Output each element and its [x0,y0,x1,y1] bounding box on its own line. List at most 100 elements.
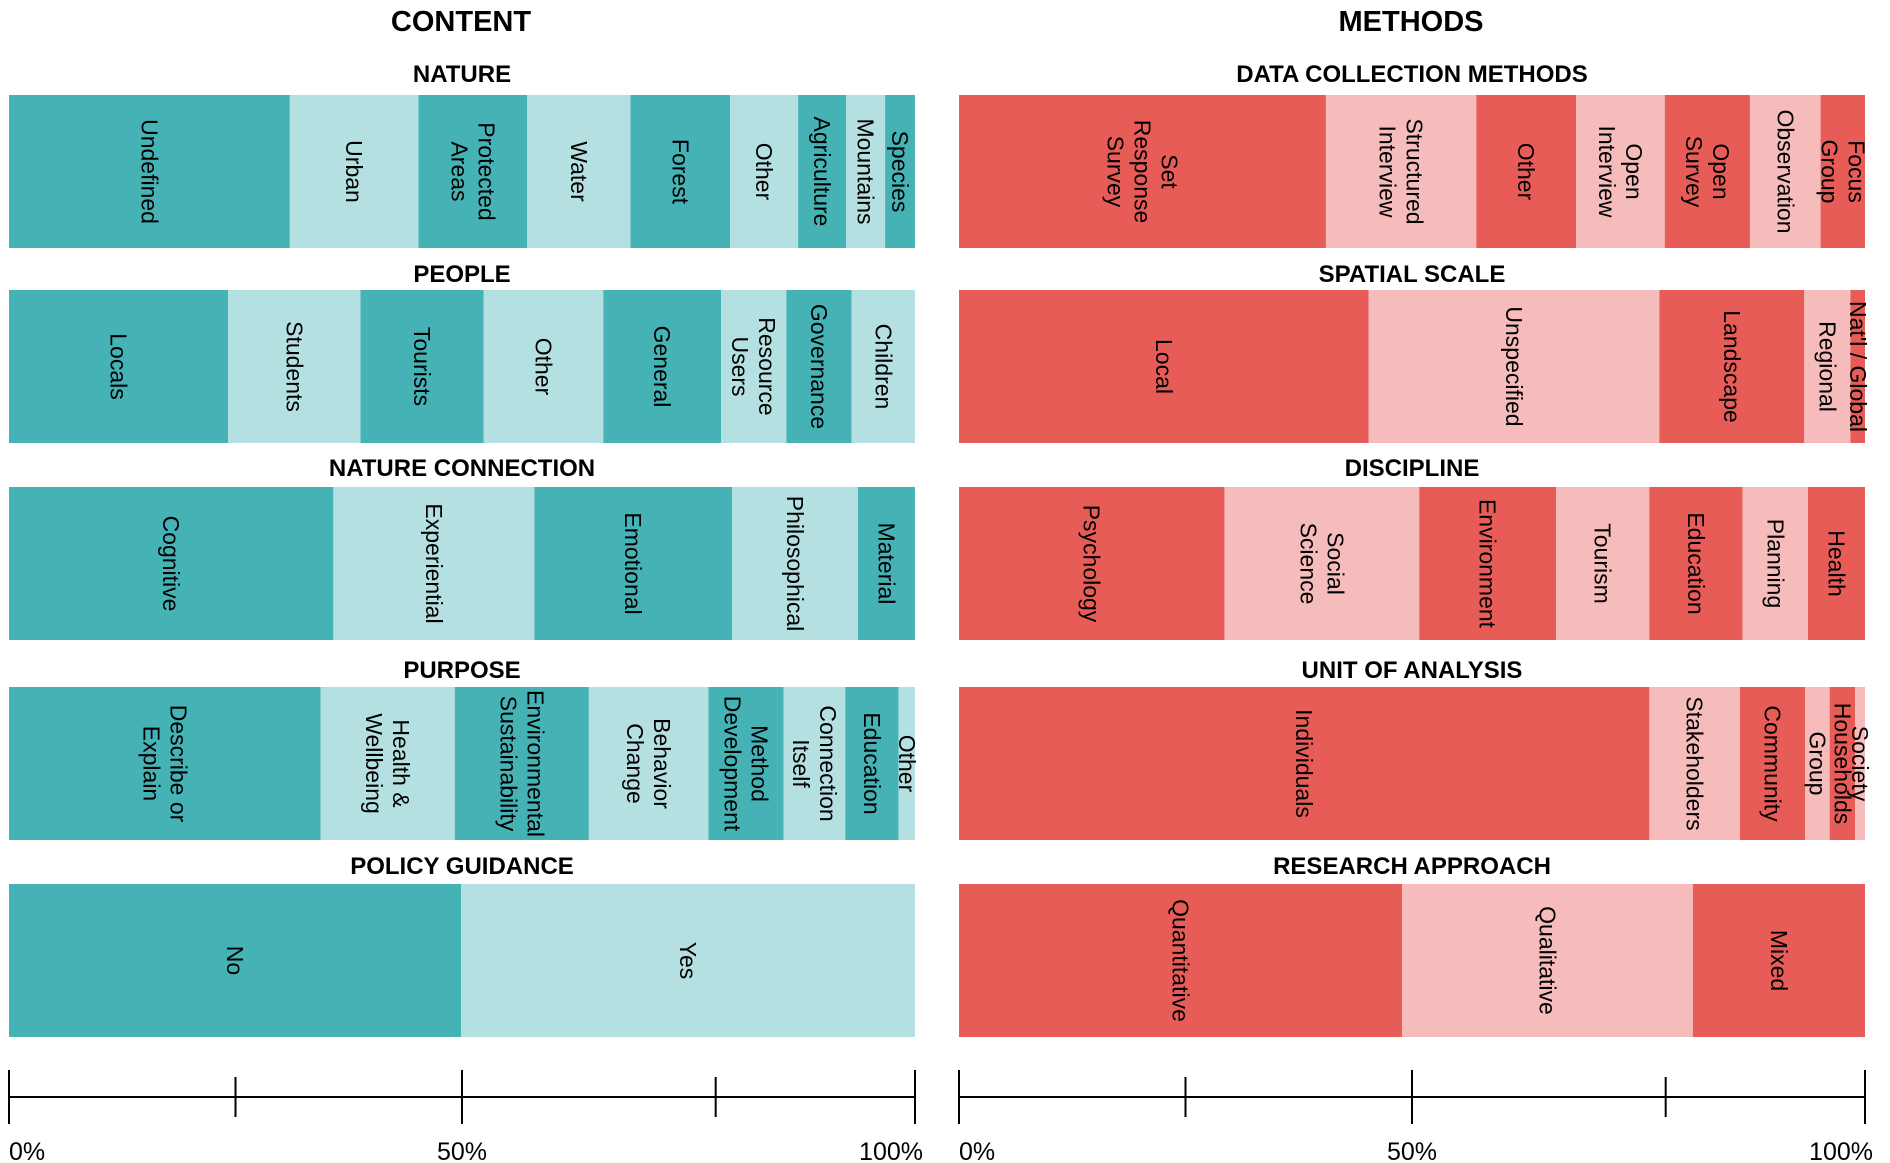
segment-label-planning: Planning [1762,519,1788,609]
bar-segment-undefined [9,95,290,248]
segment-label-community: Community [1760,705,1786,822]
segment-label-general: General [649,326,675,408]
tick-label: 0% [959,1138,995,1163]
segment-label-open-survey: OpenSurvey [1681,136,1734,208]
segment-label-resource-users: ResourceUsers [727,317,780,415]
bar-segment-urban [289,95,419,248]
bar-segment-other [730,95,799,248]
bar-segment-planning [1742,487,1808,640]
bar-segment-households [1829,687,1856,840]
segment-label-health: Health [1823,530,1849,596]
segment-label-children: Children [870,324,896,410]
panel-title: DISCIPLINE [1345,455,1480,482]
segment-label-social-science: SocialScience [1295,523,1348,605]
segment-label-emotional: Emotional [620,512,646,614]
bar-segment-behavior-change [588,687,709,840]
bar-segment-students [228,290,361,443]
bar-segment-environmental-sustainability [454,687,589,840]
segment-label-environmental-sustainability: EnvironmentalSustainability [495,690,548,837]
bar-segment-society [1855,687,1865,840]
segment-label-local: Local [1151,339,1177,394]
tick-label: 50% [437,1138,487,1163]
segment-label-material: Material [873,523,899,605]
bar-segment-environment [1419,487,1557,640]
bar-segment-species [885,95,915,248]
segment-label-species: Species [887,131,913,213]
segment-label-environment: Environment [1475,499,1501,629]
panel-title: UNIT OF ANALYSIS [1302,657,1523,684]
tick-label: 50% [1387,1138,1437,1163]
bar-segment-local [959,290,1369,443]
bar-segment-nat-l-global [1850,290,1865,443]
bar-segment-describe-or-explain [9,687,321,840]
segment-label-mountains: Mountains [853,118,879,224]
bar-segment-children [851,290,915,443]
segment-label-philosophical: Philosophical [782,496,808,632]
segment-label-cognitive: Cognitive [158,516,184,612]
segment-label-qualitative: Qualitative [1534,906,1560,1015]
segment-label-set-response-survey: SetResponseSurvey [1102,120,1182,224]
panel-title: NATURE CONNECTION [329,455,595,482]
segment-label-psychology: Psychology [1079,505,1105,623]
panel-research-approach: RESEARCH APPROACH Quantitative Qualitative… [959,853,1865,1037]
bar-segment-individuals [959,687,1650,840]
bar-segment-open-interview [1575,95,1665,248]
segment-label-other: Other [1513,143,1539,201]
panel-title: PURPOSE [403,657,520,684]
segment-label-other: Other [531,338,557,396]
segment-label-governance: Governance [806,304,832,429]
column-title-methods: METHODS [1339,6,1484,38]
bar-segment-other [1476,95,1576,248]
segment-label-individuals: Individuals [1291,709,1317,818]
bar-segment-resource-users [721,290,787,443]
tick-label: 100% [859,1138,923,1163]
segment-label-urban: Urban [341,140,367,203]
bar-segment-psychology [959,487,1225,640]
bar-segment-no [9,884,462,1037]
segment-label-tourists: Tourists [409,327,435,406]
bar-segment-health-wellbeing [320,687,455,840]
panel-title: RESEARCH APPROACH [1273,853,1551,880]
column-title-content: CONTENT [391,6,531,38]
bar-segment-unspecified [1368,290,1660,443]
panel-nature-connection: NATURE CONNECTION Cognitive Experiential Em… [9,455,915,640]
bar-segment-qualitative [1402,884,1693,1037]
segment-label-unspecified: Unspecified [1501,306,1527,426]
bar-segment-open-survey [1664,95,1750,248]
panel-title: POLICY GUIDANCE [350,853,574,880]
bar-segment-water [527,95,631,248]
segment-label-method-development: MethodDevelopment [720,696,773,832]
segment-label-connection-itself: ConnectionItself [788,705,841,821]
x-axis-methods: 0% 50% 100% [958,1070,1873,1163]
bar-segment-set-response-survey [959,95,1326,248]
bar-segment-other [483,290,604,443]
panel-spatial-scale: SPATIAL SCALE Local Unspecified Landscape Re… [959,261,1871,443]
bar-segment-protected-areas [418,95,528,248]
bar-segment-governance [786,290,852,443]
bar-segment-locals [9,290,229,443]
panel-policy-guidance: POLICY GUIDANCE No Yes [9,853,915,1037]
bar-segment-regional [1804,290,1851,443]
bar-segment-other [898,687,915,840]
panel-people: PEOPLE Locals Students Tourists Other General… [9,261,915,443]
bar-segment-observation [1749,95,1821,248]
segment-label-students: Students [281,321,307,412]
segment-label-landscape: Landscape [1719,310,1745,423]
segment-label-other: Other [751,143,777,201]
x-axis-content: 0% 50% 100% [8,1070,923,1163]
panels-group: NATURE Undefined Urban ProtectedAreas Water F… [9,61,1873,1037]
segment-label-observation: Observation [1772,109,1798,233]
segment-label-regional: Regional [1814,321,1840,412]
bar-segment-method-development [708,687,784,840]
segment-label-agriculture: Agriculture [809,117,835,227]
bar-segment-yes [461,884,915,1037]
bar-segment-structured-interview [1325,95,1477,248]
bar-segment-agriculture [798,95,847,248]
segment-label-group: Group [1804,732,1830,796]
bar-segment-community [1739,687,1806,840]
panel-discipline: DISCIPLINE Psychology SocialScience Environ… [959,455,1865,640]
segment-label-describe-or-explain: Describe orExplain [138,705,191,823]
panel-title: DATA COLLECTION METHODS [1236,61,1588,88]
segment-label-behavior-change: BehaviorChange [622,718,675,809]
bar-segment-education [845,687,899,840]
